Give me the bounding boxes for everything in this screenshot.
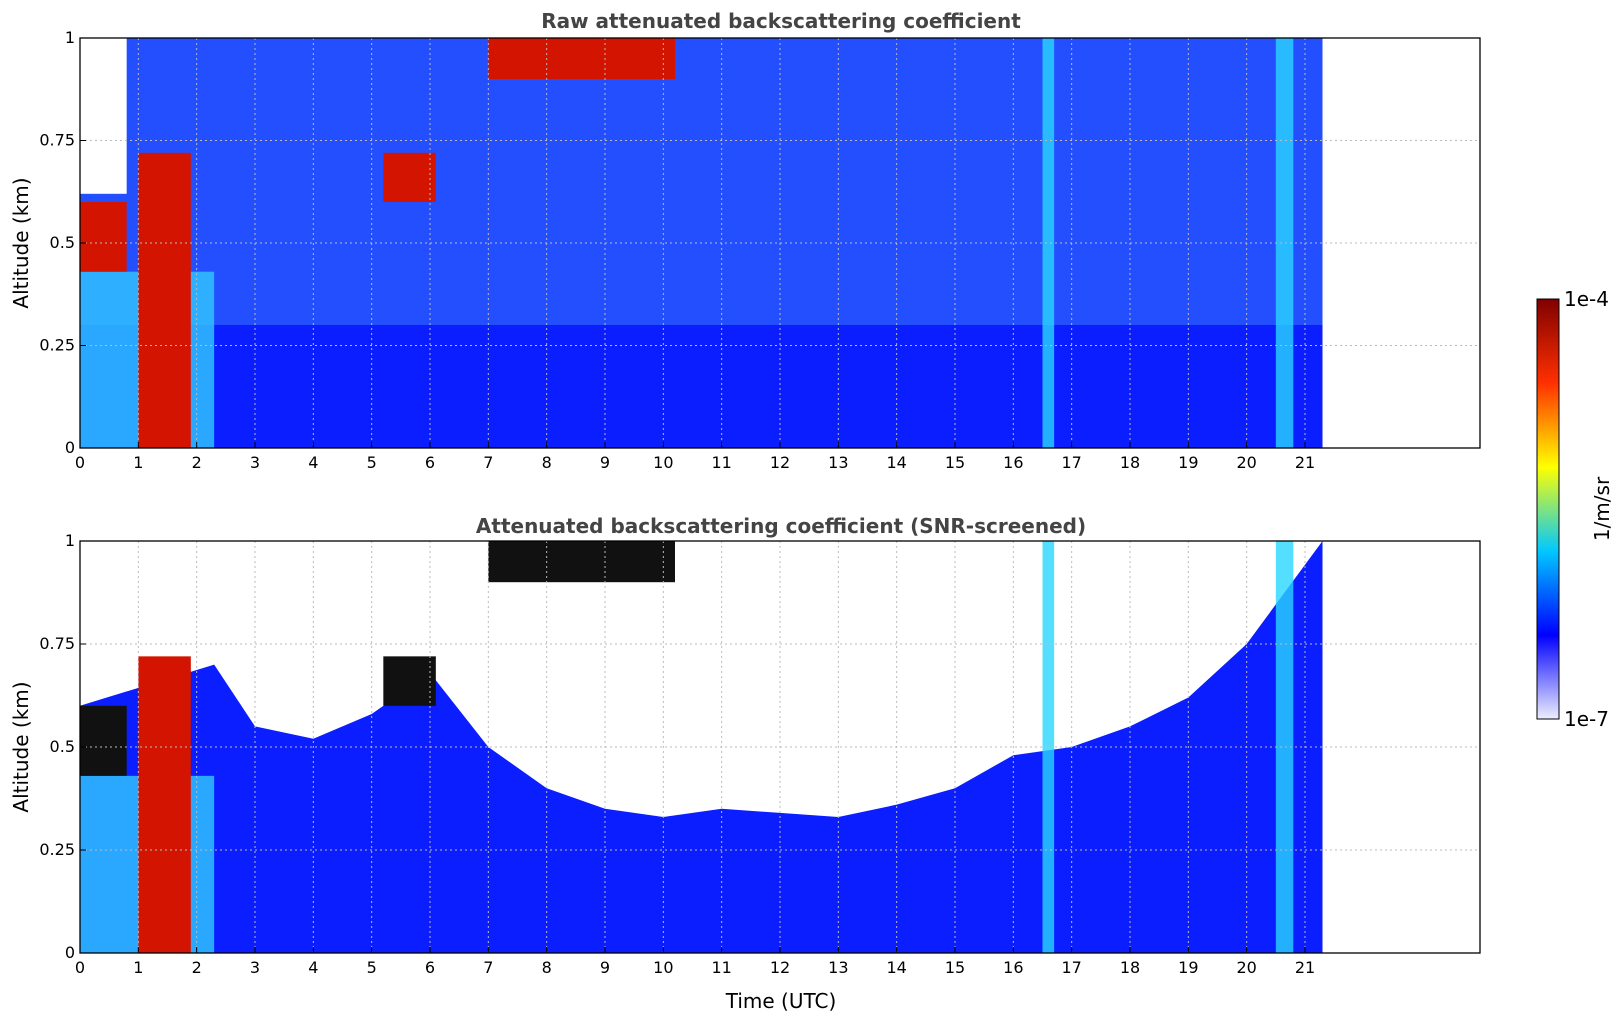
x-tick-label: 9 (600, 958, 610, 977)
x-tick-label: 16 (1003, 958, 1023, 977)
x-tick-label: 3 (250, 453, 260, 472)
y-tick-label: 0 (65, 438, 75, 457)
x-tick-label: 7 (483, 958, 493, 977)
x-tick-label: 7 (483, 453, 493, 472)
x-tick-label: 15 (945, 958, 965, 977)
y-axis: 0 0.25 0.5 0.75 1 (39, 28, 86, 457)
x-tick-label: 6 (425, 453, 435, 472)
feature-moderate (1042, 541, 1055, 953)
y-axis: 0 0.25 0.5 0.75 1 (39, 531, 86, 962)
feature-high (383, 152, 436, 202)
x-tick-label: 1 (133, 958, 143, 977)
colorbar-unit-label: 1/m/sr (1590, 476, 1614, 541)
x-tick-label: 21 (1295, 453, 1315, 472)
x-axis: 0 1 2 3 4 5 6 7 8 9 10 11 12 13 14 15 16 17 18 19 20 21 (75, 442, 1315, 472)
feature-moderate (1042, 38, 1055, 448)
x-axis: 0 1 2 3 4 5 6 7 8 9 10 11 12 13 14 15 16 17 18 19 20 21 (75, 947, 1315, 977)
y-axis-label: Altitude (km) (9, 681, 33, 812)
x-tick-label: 18 (1120, 453, 1140, 472)
x-tick-label: 6 (425, 958, 435, 977)
x-tick-label: 3 (250, 958, 260, 977)
y-tick-label: 0.25 (39, 336, 75, 355)
x-tick-label: 18 (1120, 958, 1140, 977)
x-tick-label: 8 (542, 958, 552, 977)
x-tick-label: 2 (192, 453, 202, 472)
clear-region (80, 38, 127, 194)
feature-saturated (383, 656, 436, 706)
x-tick-label: 20 (1236, 453, 1256, 472)
x-tick-label: 19 (1178, 958, 1198, 977)
x-tick-label: 4 (308, 453, 318, 472)
x-tick-label: 12 (770, 453, 790, 472)
y-tick-label: 1 (65, 531, 75, 550)
x-tick-label: 20 (1236, 958, 1256, 977)
x-tick-label: 5 (367, 453, 377, 472)
x-tick-label: 13 (828, 958, 848, 977)
x-tick-label: 9 (600, 453, 610, 472)
x-tick-label: 11 (711, 453, 731, 472)
x-tick-label: 10 (653, 958, 673, 977)
x-tick-label: 15 (945, 453, 965, 472)
x-tick-label: 0 (75, 958, 85, 977)
x-tick-label: 11 (711, 958, 731, 977)
feature-saturated (80, 705, 127, 776)
x-tick-label: 16 (1003, 453, 1023, 472)
x-tick-label: 2 (192, 958, 202, 977)
x-tick-label: 8 (542, 453, 552, 472)
feature-high (80, 202, 127, 272)
y-tick-label: 0.75 (39, 131, 75, 150)
colorbar-bar (1536, 298, 1560, 720)
x-tick-label: 0 (75, 453, 85, 472)
x-tick-label: 13 (828, 453, 848, 472)
x-tick-label: 14 (886, 958, 906, 977)
noise-region (80, 38, 1323, 325)
x-tick-label: 17 (1061, 453, 1081, 472)
x-tick-label: 17 (1061, 958, 1081, 977)
colorbar-min-label: 1e-7 (1564, 707, 1609, 731)
panel-screened: Attenuated backscattering coefficient (S… (9, 514, 1481, 1013)
colorbar-max-label: 1e-4 (1564, 287, 1609, 311)
y-tick-label: 0.5 (50, 737, 75, 756)
y-tick-label: 0 (65, 943, 75, 962)
panel-title: Attenuated backscattering coefficient (S… (476, 514, 1086, 538)
feature-high (138, 152, 191, 448)
x-tick-label: 21 (1295, 958, 1315, 977)
panel-raw: Raw attenuated backscattering coefficien… (9, 9, 1481, 472)
x-tick-label: 4 (308, 958, 318, 977)
colorbar: 1e-4 1e-7 1/m/sr (1536, 287, 1614, 731)
x-tick-label: 1 (133, 453, 143, 472)
y-tick-label: 1 (65, 28, 75, 47)
feature-high (488, 38, 675, 79)
feature-high (138, 656, 191, 953)
y-axis-label: Altitude (km) (9, 177, 33, 308)
x-tick-label: 5 (367, 958, 377, 977)
x-tick-label: 19 (1178, 453, 1198, 472)
y-tick-label: 0.5 (50, 233, 75, 252)
x-tick-label: 10 (653, 453, 673, 472)
feature-saturated (488, 541, 675, 583)
x-axis-label: Time (UTC) (725, 989, 837, 1013)
panel-title: Raw attenuated backscattering coefficien… (541, 9, 1021, 33)
y-tick-label: 0.75 (39, 634, 75, 653)
y-tick-label: 0.25 (39, 840, 75, 859)
x-tick-label: 14 (886, 453, 906, 472)
x-tick-label: 12 (770, 958, 790, 977)
